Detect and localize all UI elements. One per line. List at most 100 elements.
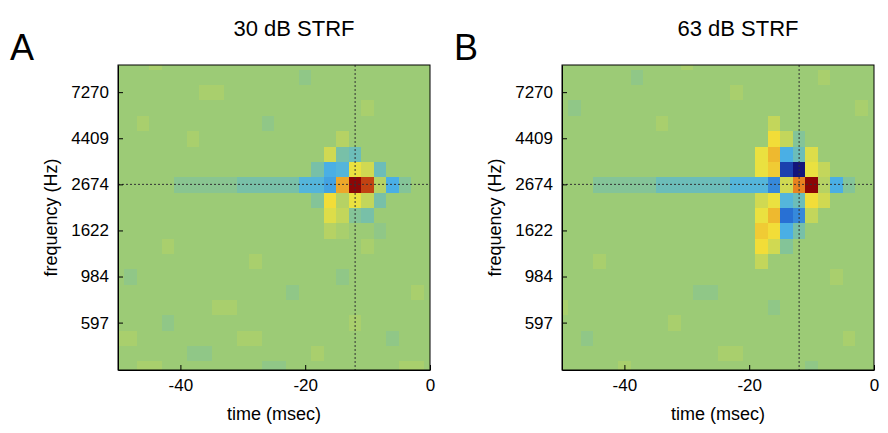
- y-tick-mark: [118, 184, 123, 185]
- heatmap-cell: [299, 299, 312, 315]
- heatmap-cell: [843, 146, 856, 162]
- heatmap-cell: [562, 315, 569, 331]
- heatmap-cell: [162, 192, 175, 208]
- heatmap-cell: [706, 131, 719, 147]
- heatmap-cell: [249, 146, 262, 162]
- heatmap-cell: [593, 207, 606, 223]
- heatmap-cell: [336, 361, 349, 370]
- heatmap-cell: [299, 238, 312, 254]
- heatmap-cell: [149, 223, 162, 239]
- heatmap-cell: [299, 269, 312, 285]
- heatmap-cell: [656, 131, 669, 147]
- heatmap-cell: [424, 115, 430, 131]
- heatmap-cell: [149, 253, 162, 269]
- heatmap-cell: [399, 361, 412, 370]
- heatmap-cell: [212, 65, 225, 70]
- heatmap-cell: [805, 269, 818, 285]
- heatmap-cell: [562, 85, 569, 101]
- heatmap-cell: [424, 131, 430, 147]
- x-tick: -20: [293, 365, 318, 395]
- heatmap-cell: [199, 361, 212, 370]
- heatmap-cell: [755, 299, 768, 315]
- heatmap-cell: [262, 330, 275, 346]
- heatmap-cell: [199, 269, 212, 285]
- heatmap-cell: [424, 207, 430, 223]
- heatmap-cell: [805, 315, 818, 331]
- heatmap-cell: [149, 345, 162, 361]
- heatmap-cell: [124, 345, 137, 361]
- heatmap-cell: [311, 223, 324, 239]
- heatmap-cell: [118, 253, 125, 269]
- heatmap-cell: [224, 315, 237, 331]
- heatmap-cell: [855, 85, 868, 101]
- heatmap-cell: [843, 177, 856, 193]
- heatmap-cell: [568, 131, 581, 147]
- heatmap-cell: [643, 269, 656, 285]
- heatmap-cell: [581, 207, 594, 223]
- heatmap-cell: [868, 131, 874, 147]
- heatmap-cell: [124, 361, 137, 370]
- heatmap-cell: [693, 330, 706, 346]
- heatmap-cell: [730, 85, 743, 101]
- heatmap-cell: [118, 192, 125, 208]
- heatmap-cell: [631, 207, 644, 223]
- heatmap-cell: [805, 345, 818, 361]
- crosshair-line: [355, 65, 356, 370]
- heatmap-cell: [137, 100, 150, 116]
- x-tick: 0: [426, 365, 435, 395]
- heatmap-cell: [224, 192, 237, 208]
- heatmap-cell: [374, 345, 387, 361]
- heatmap-cell: [249, 345, 262, 361]
- heatmap-cell: [324, 284, 337, 300]
- heatmap-cell: [743, 315, 756, 331]
- heatmap-cell: [311, 238, 324, 254]
- heatmap-cell: [581, 284, 594, 300]
- heatmap-cell: [868, 115, 874, 131]
- heatmap-cell: [374, 253, 387, 269]
- heatmap-cell: [374, 299, 387, 315]
- heatmap-cell: [706, 361, 719, 370]
- heatmap-cell: [681, 131, 694, 147]
- heatmap-cell: [568, 330, 581, 346]
- heatmap-cell: [593, 330, 606, 346]
- x-tick-label: 0: [870, 376, 879, 395]
- heatmap-cell: [224, 238, 237, 254]
- heatmap-cell: [656, 223, 669, 239]
- heatmap-cell: [386, 65, 399, 70]
- heatmap-cell: [299, 177, 312, 193]
- heatmap-cell: [149, 299, 162, 315]
- y-tick-mark: [562, 323, 567, 324]
- heatmap-cell: [118, 85, 125, 101]
- heatmap-cell: [618, 131, 631, 147]
- heatmap-cell: [855, 65, 868, 70]
- heatmap-cell: [743, 85, 756, 101]
- heatmap-cell: [174, 253, 187, 269]
- heatmap-cell: [286, 361, 299, 370]
- heatmap-cell: [124, 115, 137, 131]
- heatmap-cell: [137, 330, 150, 346]
- heatmap-cell: [399, 161, 412, 177]
- heatmap-cell: [399, 330, 412, 346]
- heatmap-cell: [581, 131, 594, 147]
- heatmap-cell: [780, 299, 793, 315]
- heatmap-cell: [768, 269, 781, 285]
- heatmap-cell: [855, 207, 868, 223]
- heatmap-cell: [361, 146, 374, 162]
- heatmap-cell: [718, 161, 731, 177]
- heatmap-cell: [855, 161, 868, 177]
- heatmap-cell: [137, 85, 150, 101]
- heatmap-cell: [606, 223, 619, 239]
- heatmap-cell: [768, 223, 781, 239]
- heatmap-cell: [149, 131, 162, 147]
- heatmap-cell: [631, 69, 644, 85]
- heatmap-cell: [606, 85, 619, 101]
- heatmap-cell: [237, 146, 250, 162]
- heatmap-cell: [868, 85, 874, 101]
- heatmap-cell: [187, 330, 200, 346]
- heatmap-cell: [311, 361, 324, 370]
- heatmap-cell: [174, 238, 187, 254]
- heatmap-cell: [361, 65, 374, 70]
- heatmap-cell: [656, 65, 669, 70]
- heatmap-cell: [118, 361, 125, 370]
- heatmap-cell: [324, 69, 337, 85]
